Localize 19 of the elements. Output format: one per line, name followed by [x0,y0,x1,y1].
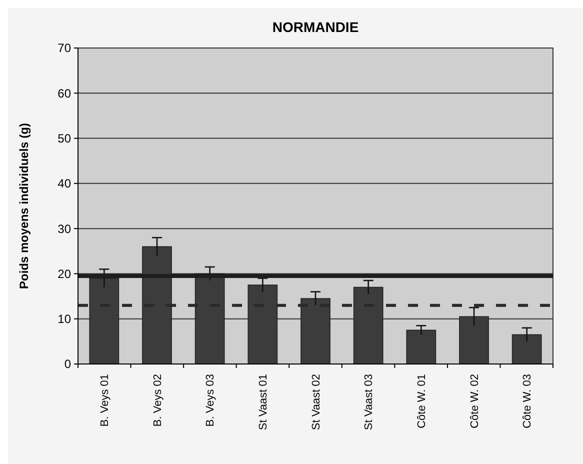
x-tick-label: Côte W. 01 [416,374,428,428]
x-tick-label: St Vaast 03 [363,374,376,430]
x-tick-label: B. Veys 03 [204,374,217,427]
x-tick-label: St Vaast 02 [310,374,322,430]
y-tick-label: 70 [58,41,72,56]
x-tick-label: St Vaast 01 [258,374,270,430]
y-tick-label: 0 [64,357,72,372]
chart-title: NORMANDIE [272,19,359,35]
x-tick-label: B. Veys 01 [99,374,112,427]
x-tick-label: Côte W. 03 [522,374,534,428]
y-tick-label: 20 [58,266,72,281]
x-tick-label: B. Veys 02 [152,374,164,427]
y-tick-label: 60 [58,86,72,100]
x-tick-label: Côte W. 02 [468,374,481,428]
y-axis-title: Poids moyens individuels (g) [17,122,31,290]
y-tick-label: 40 [58,176,72,191]
y-tick-label: 10 [58,312,72,326]
y-tick-label: 30 [58,222,72,236]
y-tick-label: 50 [58,131,72,146]
